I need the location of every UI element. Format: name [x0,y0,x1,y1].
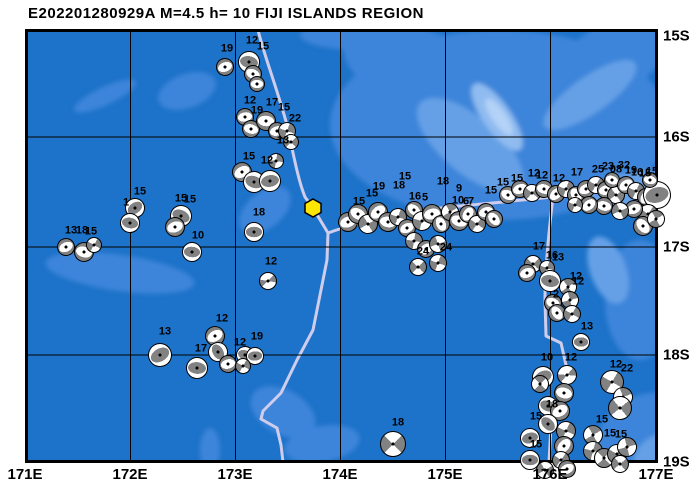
axis-label-longitude: 175E [427,466,463,483]
map-frame [25,29,658,463]
event-epicenter-marker [304,198,322,218]
axis-label-latitude: 17S [663,238,690,256]
axis-label-longitude: 171E [7,466,43,483]
axis-label-longitude: 172E [112,466,148,483]
plot-title: E202201280929A M=4.5 h= 10 FIJI ISLANDS … [28,5,424,22]
axis-label-latitude: 18S [663,346,690,364]
axis-label-longitude: 174E [322,466,358,483]
bathymetry-patches [45,30,657,462]
axis-label-latitude: 16S [663,128,690,146]
axis-label-longitude: 177E [638,466,674,483]
axis-label-longitude: 176E [532,466,568,483]
axis-label-latitude: 15S [663,27,690,45]
axis-label-latitude: 19S [663,453,690,471]
axis-label-longitude: 173E [217,466,253,483]
